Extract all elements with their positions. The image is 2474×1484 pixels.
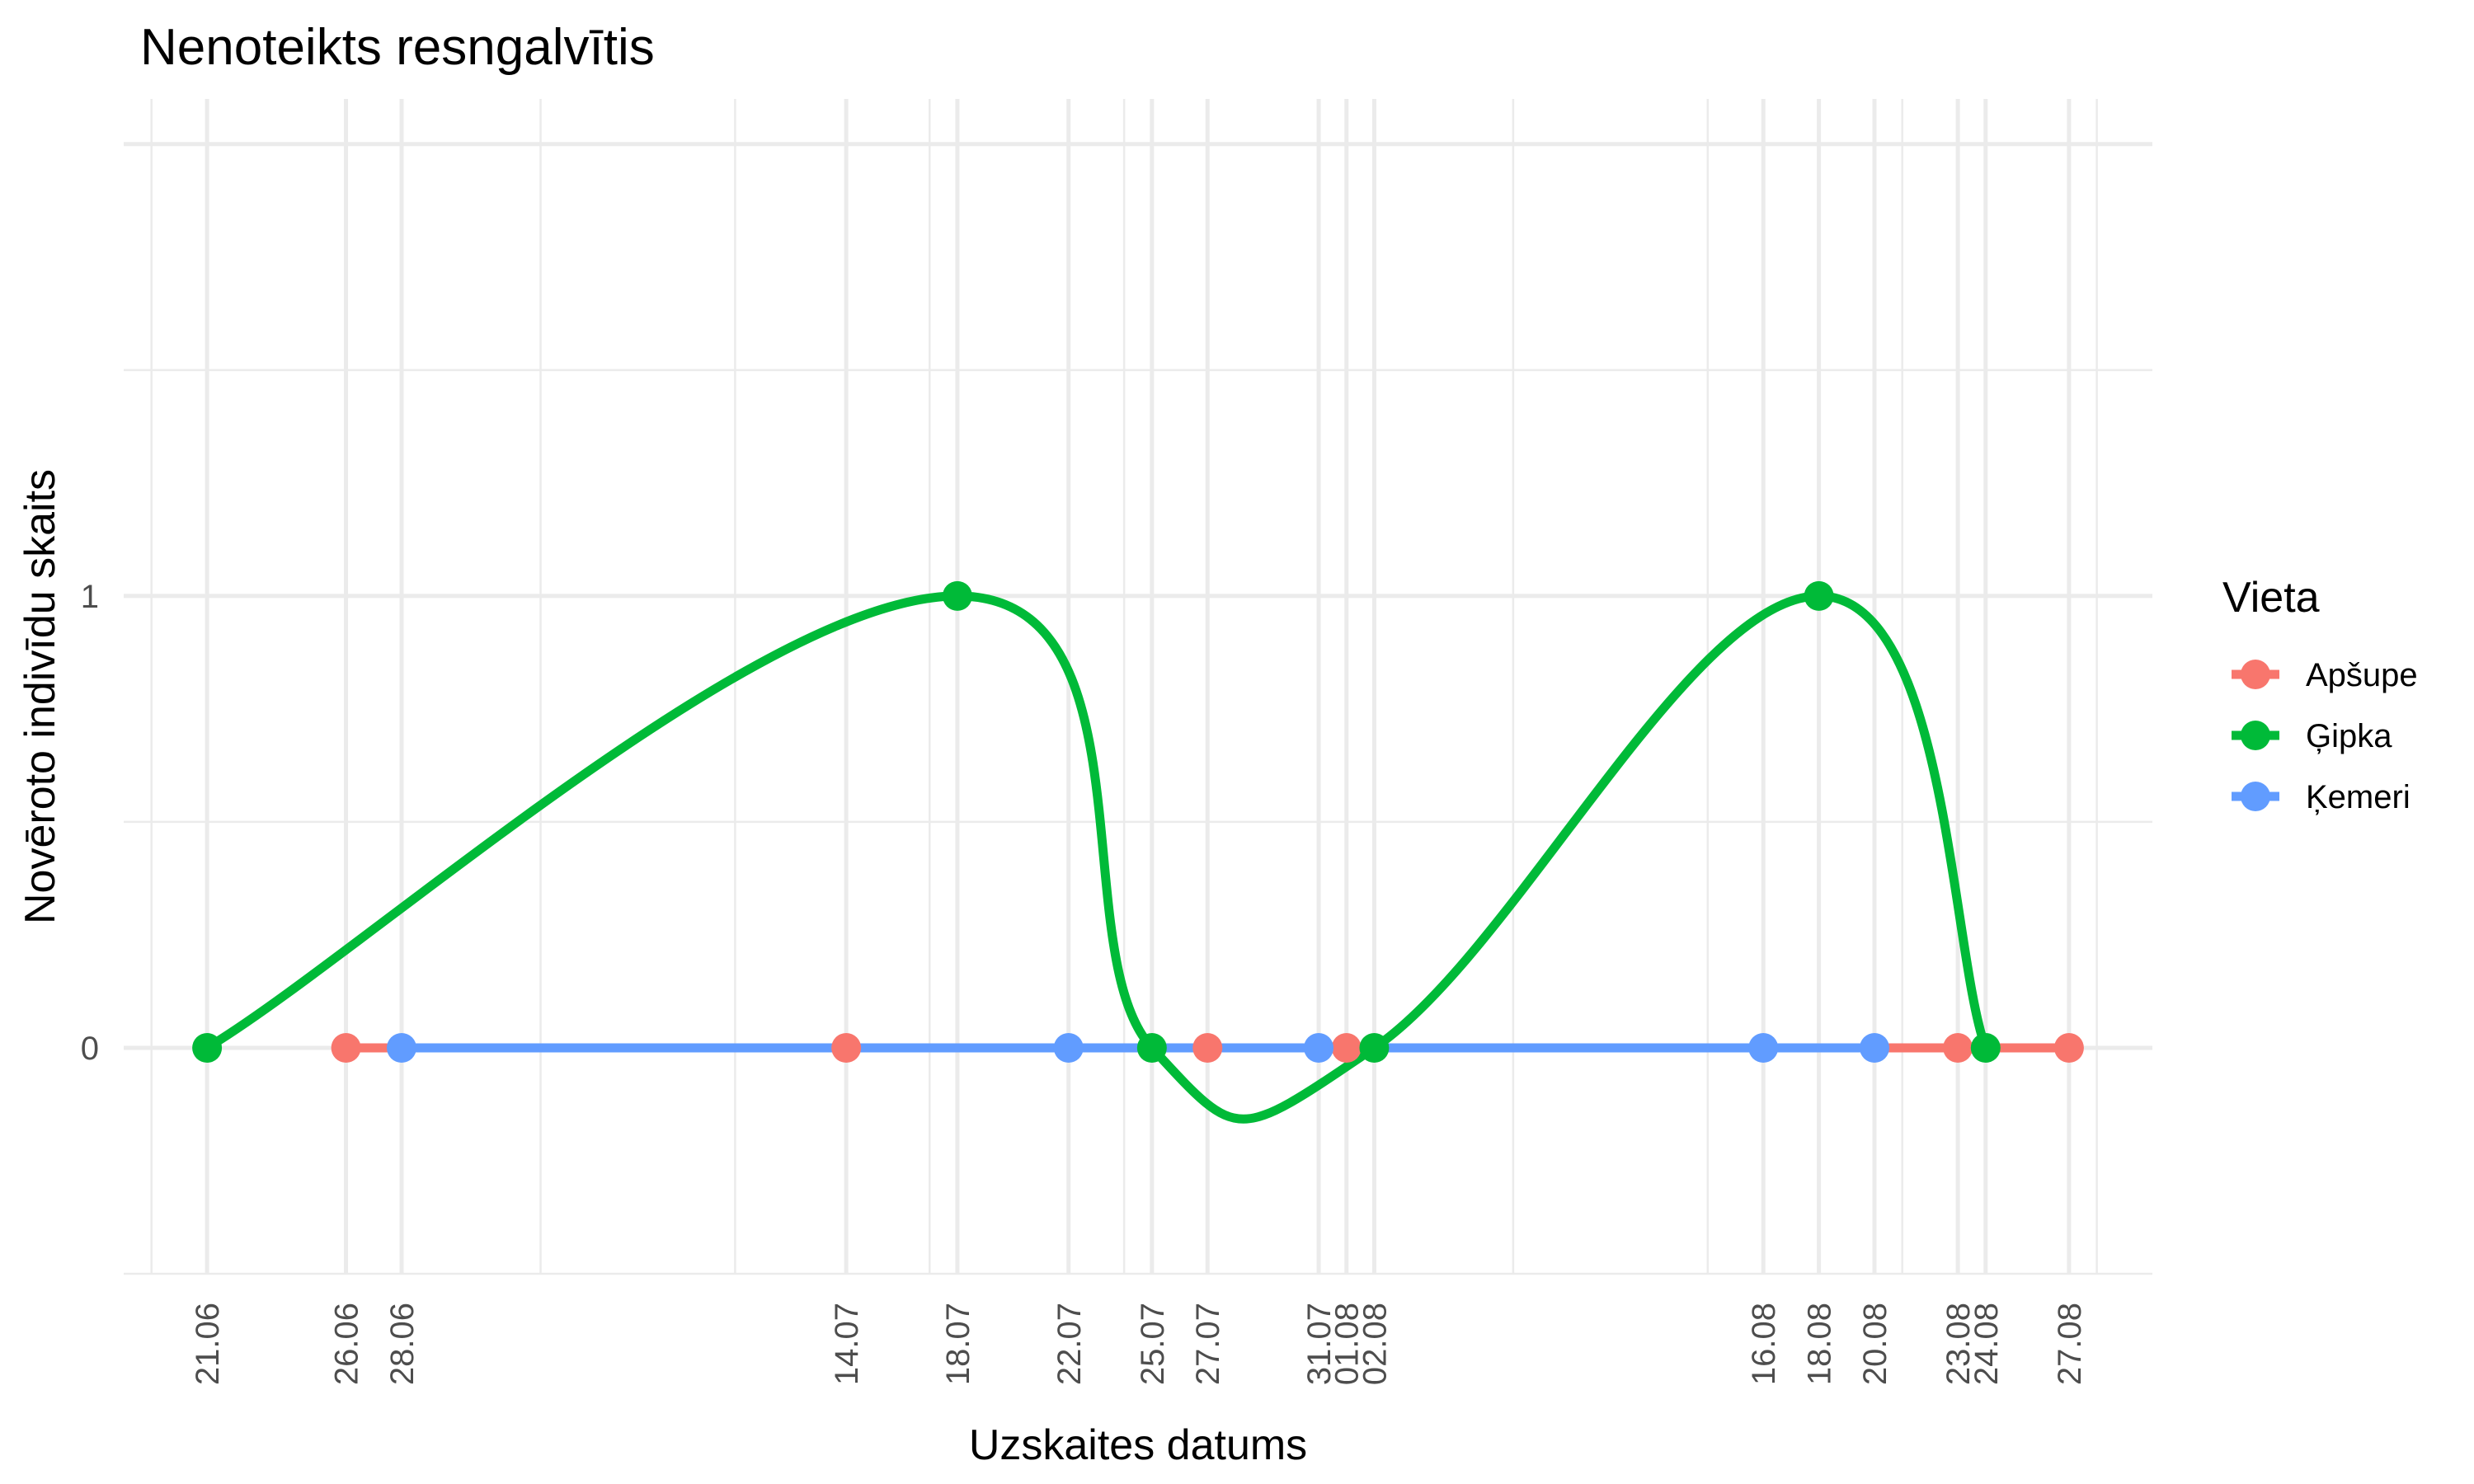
data-point-0 bbox=[331, 1032, 361, 1063]
x-tick-label: 25.07 bbox=[1135, 1303, 1171, 1385]
series-line-1 bbox=[202, 591, 1991, 1124]
x-axis-ticks: 21.06 26.06 28.06 14.07 18.07 22.07 25.07 27.07… bbox=[190, 1303, 2088, 1385]
x-tick-label: 20.08 bbox=[1857, 1303, 1893, 1385]
data-point-1 bbox=[942, 580, 972, 611]
x-tick-label: 24.08 bbox=[1968, 1303, 2005, 1385]
x-tick-label: 27.08 bbox=[2052, 1303, 2088, 1385]
x-tick-label: 01.08 bbox=[1329, 1303, 1366, 1385]
x-tick-label: 31.07 bbox=[1301, 1303, 1338, 1385]
data-point-1 bbox=[1359, 1032, 1390, 1063]
y-tick-label: 1 bbox=[81, 579, 99, 615]
legend-label: Ģipka bbox=[2306, 718, 2392, 754]
x-tick-label: 26.06 bbox=[329, 1303, 365, 1385]
legend-label: Apšupe bbox=[2306, 657, 2418, 693]
data-point-2 bbox=[1748, 1032, 1779, 1063]
data-point-0 bbox=[1192, 1032, 1223, 1063]
x-tick-label: 22.07 bbox=[1051, 1303, 1088, 1385]
data-point-1 bbox=[192, 1032, 223, 1063]
data-point-0 bbox=[831, 1032, 862, 1063]
legend-item: Ķemeri bbox=[2232, 779, 2411, 815]
x-tick-label: 14.07 bbox=[829, 1303, 865, 1385]
data-point-2 bbox=[1304, 1032, 1334, 1063]
data-point-2 bbox=[1860, 1032, 1890, 1063]
data-point-0 bbox=[1943, 1032, 1973, 1063]
x-tick-label: 27.07 bbox=[1190, 1303, 1226, 1385]
y-axis-title: Novēroto indivīdu skaits bbox=[16, 469, 64, 924]
legend-title: Vieta bbox=[2222, 574, 2320, 622]
grid bbox=[124, 99, 2152, 1275]
legend: Vieta Apšupe Ģipka Ķemeri bbox=[2222, 574, 2418, 815]
chart-title: Nenoteikts resngalvītis bbox=[140, 19, 655, 76]
data-point-0 bbox=[2053, 1032, 2084, 1063]
y-axis-ticks: 01 bbox=[81, 579, 99, 1067]
legend-key-point bbox=[2241, 721, 2270, 750]
x-tick-label: 21.06 bbox=[190, 1303, 226, 1385]
legend-key-point bbox=[2241, 660, 2270, 689]
legend-label: Ķemeri bbox=[2306, 779, 2411, 815]
data-point-1 bbox=[1804, 580, 1834, 611]
data-point-2 bbox=[1053, 1032, 1084, 1063]
x-tick-label: 18.07 bbox=[940, 1303, 976, 1385]
data-point-1 bbox=[1970, 1032, 2001, 1063]
data-point-2 bbox=[386, 1032, 416, 1063]
y-tick-label: 0 bbox=[81, 1031, 99, 1067]
legend-key-point bbox=[2241, 782, 2270, 811]
x-tick-label: 16.08 bbox=[1746, 1303, 1782, 1385]
series-layer bbox=[192, 580, 2084, 1124]
x-tick-label: 23.08 bbox=[1940, 1303, 1977, 1385]
x-axis-title: Uzskaites datums bbox=[969, 1421, 1307, 1469]
x-tick-label: 18.08 bbox=[1802, 1303, 1838, 1385]
data-point-1 bbox=[1136, 1032, 1167, 1063]
data-point-0 bbox=[1331, 1032, 1362, 1063]
legend-item: Apšupe bbox=[2232, 657, 2418, 693]
legend-item: Ģipka bbox=[2232, 718, 2392, 754]
x-tick-label: 02.08 bbox=[1357, 1303, 1393, 1385]
x-tick-label: 28.06 bbox=[384, 1303, 421, 1385]
